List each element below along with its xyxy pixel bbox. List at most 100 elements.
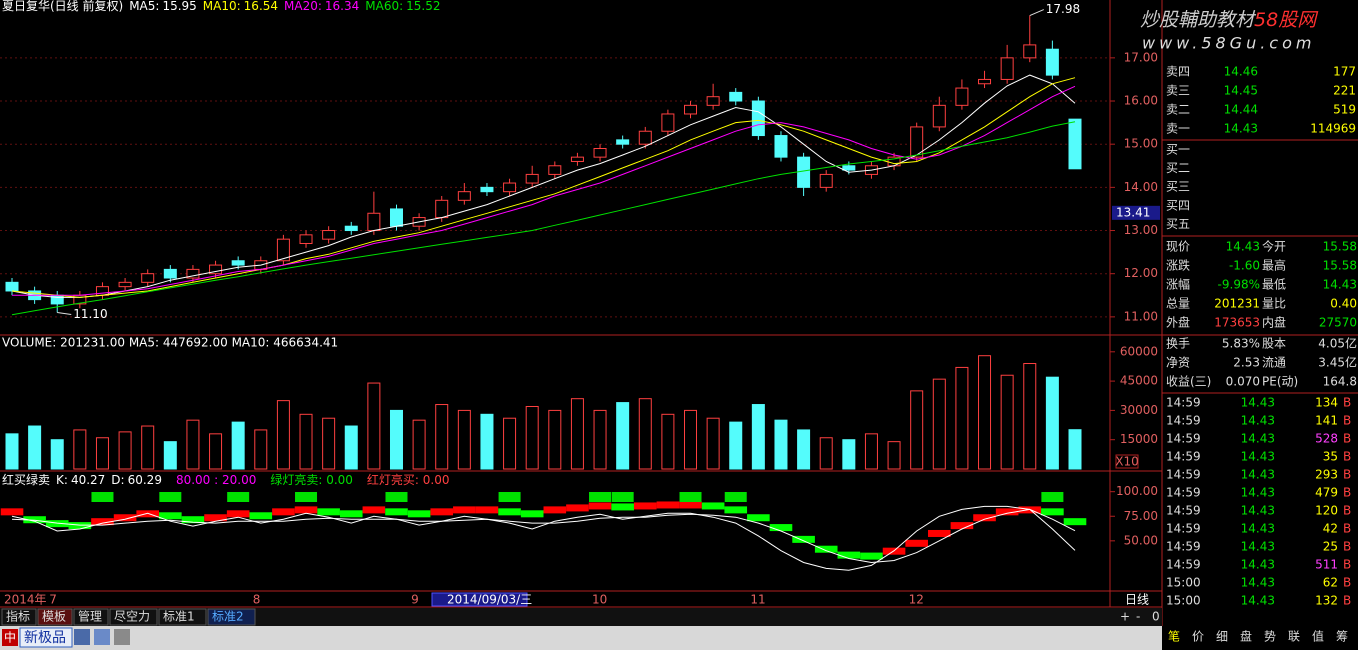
volume-bar: [819, 437, 833, 470]
signal-band: [814, 545, 838, 553]
legend-value: 16.34: [325, 0, 359, 13]
chart-title: 红买绿卖: [2, 472, 50, 487]
tick-price: 14.43: [1241, 486, 1275, 500]
taskbar-item: 中: [4, 630, 16, 645]
volume-bar: [978, 355, 992, 470]
candle-body: [706, 96, 720, 106]
tab[interactable]: [1, 608, 37, 626]
stat-value: 4.05亿: [1318, 336, 1357, 351]
signal-band: [792, 535, 815, 543]
tab[interactable]: [37, 608, 73, 626]
y-tick-label: 50.00: [1124, 533, 1158, 547]
tab-label[interactable]: 标准2: [212, 610, 244, 624]
quote-tab[interactable]: 价: [1192, 630, 1204, 644]
tab-label[interactable]: 指标: [6, 609, 30, 624]
tick-side: B: [1343, 396, 1351, 410]
tick-price: 14.43: [1241, 558, 1275, 572]
tick-side: B: [1343, 486, 1351, 500]
volume-bar: [141, 425, 155, 470]
stat-value: 5.83%: [1222, 337, 1260, 351]
tick-volume: 293: [1315, 468, 1338, 482]
volume-bar: [28, 425, 42, 470]
tick-time: 14:59: [1166, 396, 1201, 410]
ask-volume: 221: [1333, 84, 1356, 98]
quote-tab[interactable]: 势: [1264, 630, 1276, 644]
tab-label[interactable]: 管理: [78, 609, 102, 624]
y-tick-label: 15000: [1120, 432, 1158, 446]
toolbar-button[interactable]: +: [1120, 610, 1130, 624]
quote-tab[interactable]: 筹: [1336, 630, 1348, 644]
stat-value: 27570: [1319, 316, 1357, 330]
ask-price: 14.43: [1224, 122, 1258, 136]
quote-tab[interactable]: 联: [1288, 630, 1300, 644]
volume-bar: [525, 405, 539, 470]
candle-body: [389, 208, 403, 227]
toolbar-button[interactable]: -: [1136, 610, 1140, 624]
tick-side: B: [1343, 540, 1351, 554]
tick-time: 14:59: [1166, 486, 1201, 500]
stat-label: 净资: [1166, 356, 1190, 370]
tab[interactable]: [158, 608, 207, 626]
candle-body: [774, 135, 788, 158]
stat-label: 总量: [1166, 297, 1190, 311]
tab-label[interactable]: 模板: [42, 610, 66, 624]
toolbar-button[interactable]: 0: [1152, 610, 1160, 624]
tick-time: 14:59: [1166, 540, 1201, 554]
ask-price: 14.44: [1224, 103, 1258, 117]
candle-body: [186, 268, 200, 279]
cursor-price: 13.41: [1116, 205, 1150, 219]
tick-volume: 120: [1315, 504, 1338, 518]
tab[interactable]: [109, 608, 158, 626]
taskbar-icon[interactable]: [74, 629, 90, 645]
tick-volume: 25: [1323, 540, 1338, 554]
tick-volume: 42: [1323, 522, 1338, 536]
tick-volume: 528: [1315, 432, 1338, 446]
candle-body: [299, 234, 313, 244]
taskbar-icon[interactable]: [94, 629, 110, 645]
y-tick-label: 12.00: [1124, 266, 1158, 280]
signal-band: [656, 501, 680, 509]
quote-tab[interactable]: 细: [1216, 630, 1228, 644]
candle-body: [209, 264, 223, 275]
x-tick-label: 8: [253, 593, 261, 607]
stat-value: 164.8: [1323, 375, 1357, 389]
volume-bar: [932, 378, 946, 470]
quote-tab[interactable]: 盘: [1240, 629, 1252, 644]
quote-tab[interactable]: 笔: [1168, 629, 1180, 644]
quote-tab[interactable]: 值: [1312, 629, 1324, 644]
stat-label: 内盘: [1262, 315, 1286, 330]
signal-band: [226, 510, 250, 518]
x-tick-label: 11: [750, 593, 765, 607]
tab[interactable]: [73, 608, 109, 626]
volume-bar: [254, 429, 268, 470]
signal-band: [430, 508, 454, 516]
legend-label: D:: [111, 473, 124, 487]
stat-label: 最高: [1262, 258, 1286, 273]
taskbar-icon[interactable]: [114, 629, 130, 645]
stat-label: PE(动): [1262, 375, 1298, 389]
stat-label: 外盘: [1166, 315, 1190, 330]
signal-band: [113, 514, 137, 522]
stat-value: 14.43: [1323, 278, 1357, 292]
chart-title: VOLUME: 201231.00 MA5: 447692.00 MA10: 4…: [2, 336, 338, 350]
stat-label: 股本: [1262, 337, 1286, 351]
candle-body: [322, 230, 336, 240]
tab-label[interactable]: 尽空力: [114, 610, 150, 624]
signal-marker: [724, 492, 747, 502]
candle-body: [1000, 57, 1014, 80]
tick-price: 14.43: [1241, 576, 1275, 590]
tab-label[interactable]: 标准1: [163, 610, 195, 624]
signal-band: [679, 501, 702, 509]
toolbar: [0, 608, 1162, 626]
signal-band: [272, 508, 295, 516]
tab[interactable]: [207, 608, 256, 626]
chart-header: 夏日复华(日线 前复权) MA5: 15.95 MA10: 16.54 MA20: 16.3…: [2, 0, 441, 13]
candle-body: [525, 173, 539, 184]
candle-body: [729, 91, 743, 102]
taskbar-button[interactable]: [19, 627, 73, 648]
stat-value: 0.070: [1226, 375, 1260, 389]
ma-line: [11, 77, 1076, 298]
volume-bar: [73, 429, 87, 470]
